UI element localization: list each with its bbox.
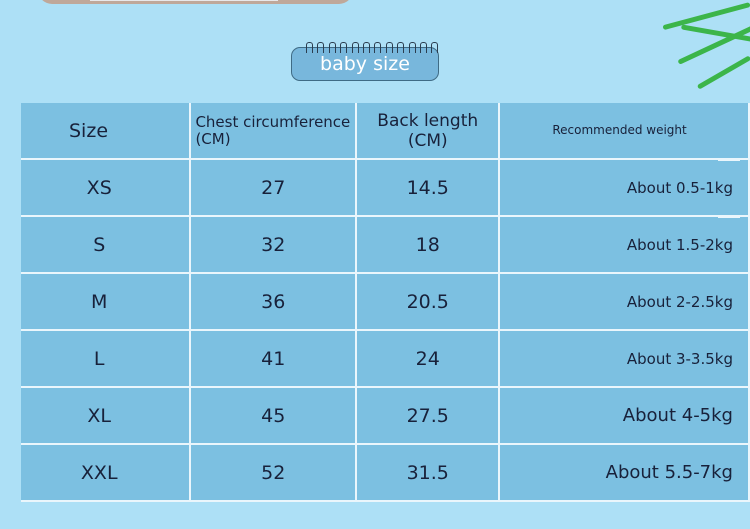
- size-cell: XL: [21, 386, 192, 445]
- chest-cell: 36: [189, 272, 358, 331]
- header-back-length: Back length (CM): [355, 103, 501, 160]
- back-length-cell: 18: [355, 215, 501, 274]
- badge-label: baby size: [320, 53, 410, 75]
- header-row: Size Chest circumference (CM) Back lengt…: [21, 103, 750, 160]
- divider: [718, 216, 740, 218]
- table-row: XS 27 14.5 About 0.5-1kg: [21, 159, 750, 217]
- back-length-cell: 24: [355, 329, 501, 388]
- table-row: S 32 18 About 1.5-2kg: [21, 215, 750, 274]
- header-chest: Chest circumference (CM): [189, 103, 358, 160]
- divider: [718, 159, 740, 161]
- size-cell: XS: [21, 159, 192, 217]
- chest-cell: 45: [189, 386, 358, 445]
- table-row: XL 45 27.5 About 4-5kg: [21, 386, 750, 445]
- weight-cell: About 2-2.5kg: [498, 272, 750, 331]
- back-length-cell: 31.5: [355, 443, 501, 502]
- size-cell: M: [21, 272, 192, 331]
- header-size: Size: [21, 103, 192, 160]
- size-cell: L: [21, 329, 192, 388]
- size-cell: S: [21, 215, 192, 274]
- weight-cell: About 3-3.5kg: [498, 329, 750, 388]
- weight-cell: About 4-5kg: [498, 386, 750, 445]
- product-photo-edge: [38, 0, 353, 4]
- table-row: L 41 24 About 3-3.5kg: [21, 329, 750, 388]
- chest-cell: 41: [189, 329, 358, 388]
- table-row: M 36 20.5 About 2-2.5kg: [21, 272, 750, 331]
- weight-cell: About 5.5-7kg: [498, 443, 750, 502]
- back-length-cell: 14.5: [355, 159, 501, 217]
- back-length-cell: 27.5: [355, 386, 501, 445]
- size-cell: XXL: [21, 443, 192, 502]
- spiral-rings-decoration: [306, 42, 439, 53]
- chest-cell: 27: [189, 159, 358, 217]
- table-row: XXL 52 31.5 About 5.5-7kg: [21, 443, 750, 502]
- weight-cell: About 0.5-1kg: [498, 159, 750, 217]
- back-length-cell: 20.5: [355, 272, 501, 331]
- chest-cell: 32: [189, 215, 358, 274]
- header-weight: Recommended weight: [498, 103, 750, 160]
- size-table: Size Chest circumference (CM) Back lengt…: [21, 103, 750, 502]
- chest-cell: 52: [189, 443, 358, 502]
- weight-cell: About 1.5-2kg: [498, 215, 750, 274]
